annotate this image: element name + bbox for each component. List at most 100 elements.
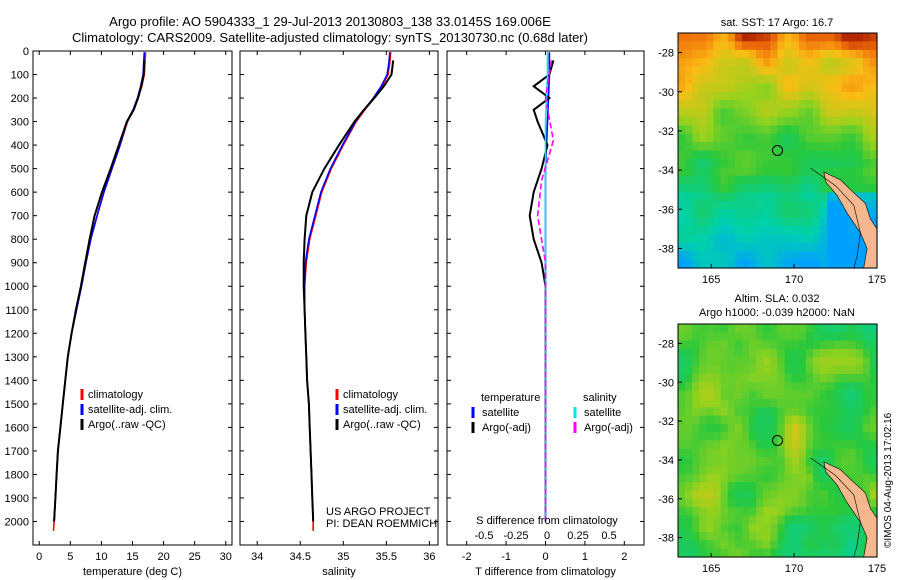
map-cell [749,532,757,541]
map-cell [763,473,771,483]
map-cell [777,523,786,533]
map-cell [855,324,864,333]
map-cell [798,473,807,483]
map-cell [678,540,686,550]
map-cell [713,482,722,492]
map-cell [784,251,793,261]
map-cell [749,259,757,269]
map-cell [770,125,779,135]
map-cell [756,365,764,375]
map-cell [777,398,786,408]
map-cell [784,373,793,383]
map-cell [727,33,736,42]
map-cell [763,200,771,210]
map-cell [791,33,800,42]
map-cell [756,150,764,160]
map-cell [813,448,821,458]
map-cell [827,340,835,350]
map-cell [734,158,743,168]
map-cell [791,142,800,152]
map-cell [706,532,715,541]
map-cell [855,473,864,483]
map-cell [685,200,693,210]
map-cell [741,49,750,59]
map-cell [791,158,800,168]
map-cell [855,432,864,442]
map-cell [685,251,693,261]
map-cell [827,523,835,533]
map-cell [784,100,793,110]
map-cell [848,58,857,68]
map-cell [813,373,821,383]
map-cell [777,348,786,358]
map-cell [699,74,708,84]
series-line-difference-3 [536,60,555,522]
map-cell [741,390,750,400]
map-cell [791,49,800,59]
map-cell [749,91,757,101]
map-cell [699,49,708,59]
map-cell [770,324,779,333]
map-cell [749,200,757,210]
map-cell [720,415,729,425]
map-cell [813,142,821,152]
x-tick-label-temperature: 5 [67,551,73,563]
map-cell [855,382,864,392]
map-cell [855,532,864,541]
x-tick-label-temperature: 30 [220,551,232,563]
map-cell [763,340,771,350]
map-cell [784,457,793,467]
series-line-salinity-0 [303,52,392,531]
map-cell [763,407,771,417]
map-cell [699,457,708,467]
map-cell [862,100,871,110]
map-cell [763,357,771,367]
map-cell [756,167,764,177]
map-cell [692,108,700,118]
map-cell [848,448,857,458]
map-cell [777,49,786,59]
map-cell [869,373,878,383]
map-cell [741,175,750,185]
map-cell [834,74,843,84]
map-cell [841,74,850,84]
map-cell [749,217,757,227]
map-cell [805,532,814,541]
map-cell [741,66,750,76]
map-cell [763,482,771,492]
legend-label-salinity-0: climatology [343,389,399,401]
credit-text-1: PI: DEAN ROEMMICH [326,518,437,530]
map-cell [777,423,786,433]
map-cell [798,432,807,442]
map-cell [834,515,843,525]
map-cell [827,66,835,76]
map-cell [734,373,743,383]
map-cell [777,133,786,143]
map-cell [827,234,835,244]
map-cell [834,41,843,51]
map-cell [734,58,743,68]
map-cell [841,548,850,558]
map-cell [798,340,807,350]
map-cell [685,407,693,417]
map-cell [855,251,864,261]
map-cell [678,242,686,252]
map-cell [685,83,693,93]
map-cell [841,540,850,550]
map-cell [763,41,771,51]
map-cell [763,259,771,269]
map-cell [749,192,757,202]
map-cell [791,507,800,516]
s-tick-label: -0.5 [475,530,494,542]
map-cell [692,66,700,76]
map-cell [720,523,729,533]
map-cell [841,390,850,400]
map-cell [777,251,786,261]
map-cell [699,515,708,525]
map-cell [834,133,843,143]
map-cell [763,390,771,400]
map-cell [813,357,821,367]
map-cell [756,226,764,236]
map-cell [727,66,736,76]
map-cell [855,184,864,194]
